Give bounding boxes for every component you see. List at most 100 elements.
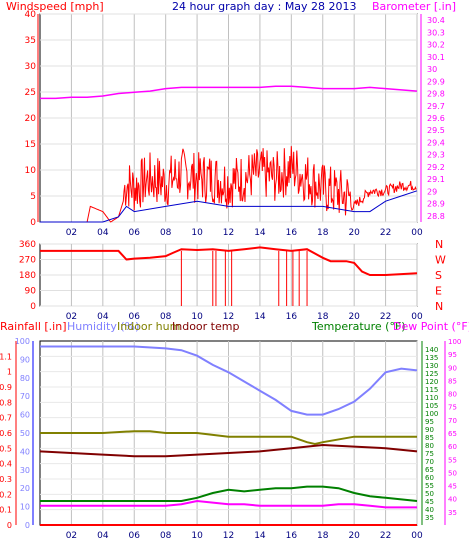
panel-direction-x-tick: 22 (380, 312, 391, 322)
temperature-y-tick: 110 (425, 394, 438, 402)
rainfall-y-tick: 0 (7, 521, 12, 530)
rainfall-y-tick: 0.8 (0, 398, 12, 407)
panel-wind-x-tick: 00 (411, 228, 423, 238)
barometer-y-tick: 30.3 (427, 28, 445, 37)
panel-climate-x-tick: 12 (223, 531, 234, 541)
wind-y-tick: 15 (25, 140, 36, 150)
rainfall-y-tick: 0.5 (0, 444, 12, 453)
panel-direction-x-tick: 14 (254, 312, 266, 322)
humidity-y-tick: 40 (20, 447, 30, 456)
barometer-line (40, 85, 418, 100)
temperature-y-tick: 60 (425, 474, 434, 482)
rainfall-y-tick: 0.9 (0, 383, 12, 392)
rainfall-y-tick: 0.3 (0, 475, 12, 484)
barometer-y-tick: 29.5 (427, 126, 445, 135)
panel-wind-x-tick: 04 (97, 228, 109, 238)
humidity-y-tick: 0 (25, 521, 30, 530)
compass-label: S (435, 269, 442, 282)
barometer-y-tick: 29.9 (427, 77, 445, 86)
barometer-y-tick: 29 (427, 187, 437, 196)
panel-wind-x-tick: 16 (286, 228, 298, 238)
panel-wind-x-tick: 18 (317, 228, 329, 238)
barometer-y-tick: 30.2 (427, 41, 445, 50)
temperature-y-tick: 35 (425, 514, 434, 522)
panel-direction-x-tick: 06 (129, 312, 141, 322)
temperature-line (40, 485, 418, 502)
direction-y-tick: 270 (19, 256, 36, 266)
temperature-y-tick: 135 (425, 354, 438, 362)
indoor-humidity-line (40, 430, 417, 446)
temperature-y-tick: 90 (425, 426, 434, 434)
humidity-y-tick: 100 (15, 337, 30, 346)
temperature-y-tick: 115 (425, 386, 438, 394)
humidity-y-tick: 90 (20, 355, 30, 364)
panel-wind-x-tick: 08 (160, 228, 172, 238)
wind-average-line (40, 190, 418, 223)
barometer-y-tick: 28.9 (427, 200, 445, 209)
direction-y-tick: 0 (30, 302, 36, 312)
barometer-y-tick: 29.8 (427, 90, 445, 99)
dew-y-tick: 50 (448, 469, 457, 477)
panel-direction-x-tick: 04 (97, 312, 109, 322)
panel-wind-x-tick: 10 (191, 228, 203, 238)
panel-direction-x-tick: 18 (317, 312, 329, 322)
dew-y-tick: 80 (448, 391, 457, 399)
panel-direction-x-tick: 16 (286, 312, 298, 322)
rainfall-y-tick: 0.6 (0, 429, 12, 438)
panel-climate-x-tick: 20 (348, 531, 360, 541)
dew-y-tick: 70 (448, 417, 457, 425)
dew-point-line (40, 499, 417, 509)
rainfall-axis-label: Rainfall [.in] (0, 320, 67, 333)
temperature-y-tick: 65 (425, 466, 434, 474)
panel-direction-x-tick: 12 (223, 312, 234, 322)
panel-wind-x-tick: 02 (66, 228, 77, 238)
wind-y-tick: 25 (25, 88, 36, 98)
direction-y-tick: 180 (19, 271, 36, 281)
panel-climate-x-tick: 08 (160, 531, 172, 541)
panel-wind-x-tick: 14 (254, 228, 266, 238)
panel-climate-x-tick: 02 (66, 531, 77, 541)
compass-label: N (435, 238, 443, 251)
rainfall-y-tick: 1.1 (0, 352, 12, 361)
wind-y-tick: 30 (25, 62, 37, 72)
panel-wind-x-tick: 20 (348, 228, 360, 238)
humidity-y-tick: 80 (20, 374, 30, 383)
indoor-temp-label: Indoor temp (172, 320, 239, 333)
humidity-y-tick: 10 (20, 503, 30, 512)
temperature-y-tick: 85 (425, 434, 434, 442)
panel-direction-x-tick: 10 (191, 312, 203, 322)
dew-y-tick: 35 (448, 509, 457, 517)
humidity-axis-label: Humidity (%) (67, 320, 139, 333)
compass-label: W (435, 254, 446, 267)
temperature-y-tick: 125 (425, 370, 438, 378)
temperature-y-tick: 55 (425, 482, 434, 490)
dew-y-tick: 45 (448, 483, 457, 491)
wind-y-tick: 20 (25, 114, 37, 124)
panel-climate-x-tick: 06 (129, 531, 141, 541)
panel-climate-x-tick: 10 (191, 531, 203, 541)
dew-y-tick: 90 (448, 364, 457, 372)
humidity-y-tick: 50 (20, 429, 30, 438)
direction-y-tick: 360 (19, 240, 36, 250)
dew-y-tick: 100 (448, 338, 461, 346)
wind-y-tick: 35 (25, 36, 36, 46)
panel-wind-x-tick: 22 (380, 228, 391, 238)
temperature-y-tick: 95 (425, 418, 434, 426)
temperature-y-tick: 40 (425, 506, 434, 514)
panel-climate-x-tick: 18 (317, 531, 329, 541)
humidity-y-tick: 20 (20, 484, 30, 493)
rainfall-y-tick: 0.4 (0, 460, 12, 469)
dew-y-tick: 85 (448, 377, 457, 385)
rainfall-y-tick: 0.2 (0, 490, 12, 499)
chart-title: 24 hour graph day : May 28 2013 (172, 0, 357, 13)
dew-y-tick: 55 (448, 456, 457, 464)
panel-direction-x-tick: 00 (411, 312, 423, 322)
panel-wind-x-tick: 06 (129, 228, 141, 238)
humidity-y-tick: 70 (20, 392, 30, 401)
temperature-y-tick: 130 (425, 362, 438, 370)
dew-y-tick: 65 (448, 430, 457, 438)
panel-direction-x-tick: 02 (66, 312, 77, 322)
barometer-y-tick: 30.1 (427, 53, 445, 62)
rainfall-y-tick: 0.7 (0, 414, 12, 423)
